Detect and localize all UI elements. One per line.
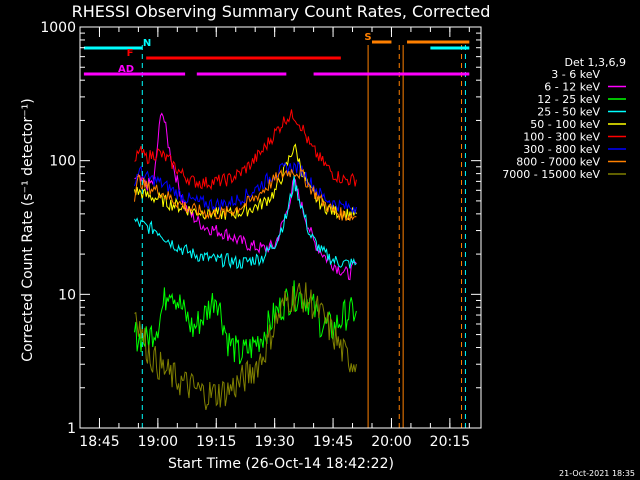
x-tick-label: 19:30 bbox=[254, 434, 294, 450]
y-tick-label: 10 bbox=[58, 287, 76, 303]
chart-title: RHESSI Observing Summary Count Rates, Co… bbox=[72, 2, 491, 21]
y-tick-label: 1000 bbox=[40, 20, 76, 36]
legend-label: 7000 - 15000 keV bbox=[502, 168, 600, 181]
y-axis-label: Corrected Count Rate (s⁻¹ detector⁻¹) bbox=[20, 98, 36, 361]
flag-label-ad: AD bbox=[118, 64, 134, 75]
x-tick-label: 18:45 bbox=[79, 434, 119, 450]
y-tick-label: 1 bbox=[67, 421, 76, 437]
x-axis-label: Start Time (26-Oct-14 18:42:22) bbox=[168, 456, 394, 472]
series-line-12-25-kev bbox=[134, 280, 357, 365]
legend-label: 100 - 300 keV bbox=[523, 131, 600, 144]
flag-label-n: N bbox=[143, 38, 151, 49]
legend-label: 300 - 800 keV bbox=[523, 143, 600, 156]
plot-frame bbox=[79, 26, 482, 429]
x-tick-label: 19:00 bbox=[138, 434, 178, 450]
x-tick-label: 20:00 bbox=[371, 434, 411, 450]
flag-label-s: S bbox=[364, 32, 371, 43]
series-line-300-800-kev bbox=[134, 160, 357, 214]
legend-label: 12 - 25 keV bbox=[537, 93, 600, 106]
flag-label-f: F bbox=[127, 48, 134, 59]
x-tick-label: 19:45 bbox=[313, 434, 353, 450]
timestamp: 21-Oct-2021 18:35 bbox=[559, 469, 635, 478]
legend-label: 800 - 7000 keV bbox=[516, 156, 600, 169]
series-line-7000-15000-kev bbox=[134, 282, 357, 411]
x-tick-label: 20:15 bbox=[430, 434, 470, 450]
y-tick-label: 100 bbox=[49, 154, 76, 170]
legend-label: 6 - 12 keV bbox=[544, 81, 600, 94]
series-line-25-50-kev bbox=[134, 175, 357, 270]
legend-label: 3 - 6 keV bbox=[551, 68, 600, 81]
series-line-800-7000-kev bbox=[134, 167, 357, 221]
x-tick-label: 19:15 bbox=[196, 434, 236, 450]
legend-label: 50 - 100 keV bbox=[530, 118, 600, 131]
series-line-100-300-kev bbox=[134, 109, 357, 191]
legend-label: 25 - 50 keV bbox=[537, 106, 600, 119]
legend-title: Det 1,3,6,9 bbox=[564, 56, 626, 69]
